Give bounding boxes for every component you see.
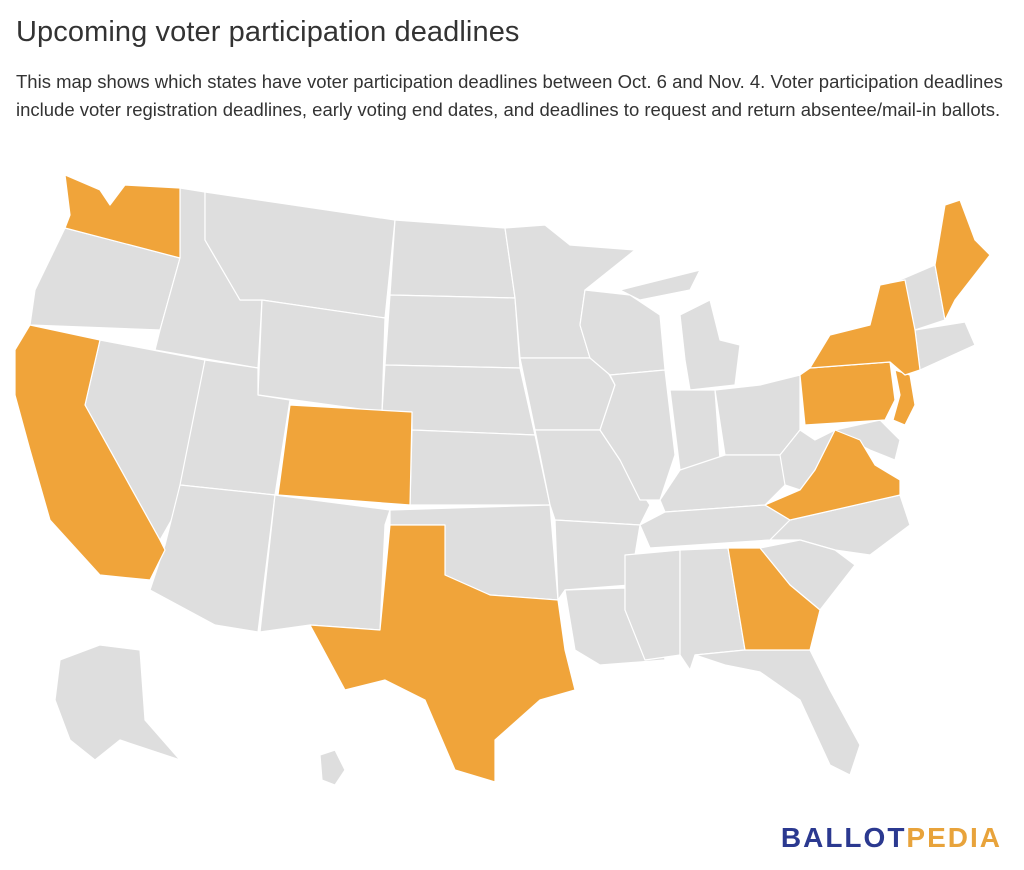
state-arkansas	[554, 519, 641, 601]
state-colorado	[277, 404, 413, 506]
logo-part-ballot: BALLOT	[780, 822, 907, 853]
state-texas	[309, 524, 576, 783]
map-description: This map shows which states have voter p…	[16, 71, 1003, 120]
state-michigan	[679, 299, 741, 391]
state-hawaii	[319, 749, 346, 786]
state-new-mexico	[259, 494, 391, 633]
state-indiana	[669, 389, 721, 471]
state-virginia	[764, 429, 901, 521]
state-new-york	[809, 279, 921, 376]
ballotpedia-logo: BALLOTPEDIA	[781, 822, 1002, 854]
state-massachusetts-ri-ct	[914, 321, 976, 371]
highlighted-states	[14, 174, 991, 783]
state-iowa	[519, 357, 616, 431]
state-georgia	[727, 547, 821, 651]
state-kansas	[409, 429, 551, 506]
us-map	[14, 174, 991, 786]
state-california	[14, 324, 166, 581]
state-illinois	[599, 369, 676, 501]
state-wyoming	[257, 299, 386, 413]
state-ohio	[714, 374, 801, 456]
map-title: Upcoming voter participation deadlines	[16, 16, 520, 48]
state-alaska	[54, 644, 181, 761]
state-tennessee	[639, 504, 791, 549]
unhighlighted-states	[29, 187, 976, 786]
state-michigan-upper	[619, 269, 701, 301]
state-mississippi	[624, 549, 681, 661]
logo-part-pedia: PEDIA	[906, 822, 1002, 853]
state-maine	[934, 199, 991, 321]
state-florida	[694, 649, 861, 776]
state-pennsylvania	[799, 361, 896, 426]
state-washington	[64, 174, 181, 259]
state-new-jersey	[892, 369, 916, 426]
state-north-dakota	[389, 219, 516, 299]
state-south-dakota	[384, 294, 521, 369]
